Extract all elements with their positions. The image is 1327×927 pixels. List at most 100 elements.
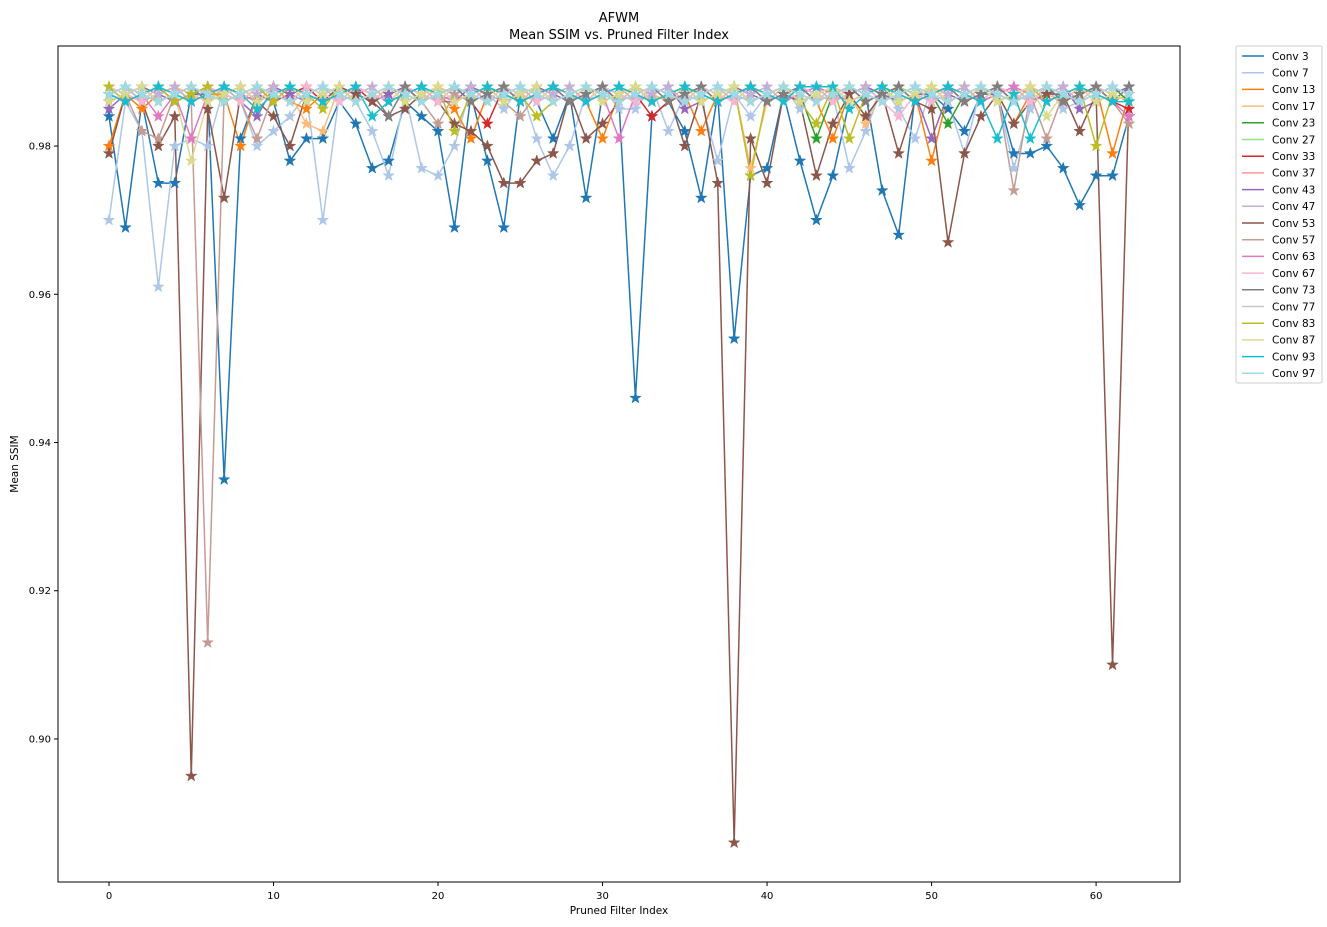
y-axis: 0.90 0.92 0.94 0.96 0.98 (29, 142, 58, 745)
series-point (678, 124, 692, 137)
series-point (398, 94, 412, 108)
x-tick-label: 30 (596, 891, 609, 902)
series-point (234, 139, 248, 152)
series-point (809, 131, 823, 145)
series-point (809, 213, 823, 226)
series-point (727, 331, 741, 345)
series-point (448, 124, 461, 137)
series-point (859, 87, 873, 100)
y-tick-label: 0.94 (29, 438, 51, 449)
series-point (809, 168, 823, 182)
series-point (365, 124, 379, 137)
series-point (1040, 94, 1054, 108)
series-point (530, 154, 544, 167)
series-point (415, 109, 429, 122)
series-point (711, 154, 725, 167)
series-point (859, 94, 873, 108)
series-point (398, 102, 412, 115)
series-point (826, 131, 840, 145)
series-point (842, 131, 856, 145)
series-point (1089, 168, 1103, 182)
series-point (727, 835, 741, 849)
series-point (448, 139, 461, 152)
series-point (316, 94, 330, 108)
series-point (184, 131, 198, 145)
series-point (744, 131, 758, 145)
series-point (793, 87, 807, 100)
series-point (1089, 94, 1103, 108)
legend-label: Conv 37 (1272, 168, 1315, 180)
series-point (217, 472, 231, 486)
series-point (892, 146, 906, 159)
series-point (497, 176, 511, 189)
series-point (119, 220, 132, 234)
series-point (1007, 146, 1021, 159)
legend-label: Conv 33 (1272, 151, 1315, 163)
series-point (859, 124, 873, 137)
series-point (958, 94, 971, 108)
series-point (332, 87, 346, 100)
legend-label: Conv 87 (1272, 335, 1315, 347)
series-point (448, 79, 461, 93)
series-point (299, 87, 313, 100)
series-point (826, 87, 840, 100)
series-point (415, 79, 429, 93)
series-point (908, 94, 922, 108)
series-point (316, 102, 330, 115)
series-point (480, 79, 494, 93)
series-point (349, 117, 363, 130)
series-point (135, 87, 149, 100)
series-point (267, 109, 280, 122)
series-point (629, 102, 642, 115)
series-point (1056, 87, 1070, 100)
series-point (826, 117, 840, 130)
series-point (925, 102, 939, 115)
series-point (299, 131, 313, 145)
series-point (250, 131, 264, 145)
series-point (941, 235, 955, 248)
series-point (875, 79, 889, 93)
series-point (250, 102, 264, 115)
series-point (234, 87, 248, 100)
series-point (464, 124, 478, 137)
series-point (530, 87, 544, 100)
series-point (842, 79, 856, 93)
series-point (1023, 87, 1037, 100)
series-point (842, 161, 856, 174)
series-point (579, 94, 593, 108)
series-point (299, 102, 313, 115)
series-point (349, 94, 363, 108)
series-line-conv-53 (108, 86, 1130, 844)
series-point (1073, 80, 1087, 93)
legend-label: Conv 97 (1272, 368, 1315, 380)
series-point (201, 139, 215, 152)
series-point (546, 146, 560, 159)
series-point (151, 280, 165, 293)
series-point (316, 213, 330, 226)
series-point (760, 94, 774, 108)
legend-label: Conv 43 (1272, 184, 1315, 196)
series-point (974, 80, 988, 93)
series-point (382, 109, 396, 122)
series-point (826, 168, 840, 182)
series-point (135, 124, 149, 137)
series-point (744, 109, 758, 122)
series-point (365, 94, 379, 108)
series-point (596, 94, 609, 108)
series-point (563, 139, 577, 152)
plot-lines (108, 86, 1130, 844)
series-point (365, 161, 379, 174)
series-point (332, 94, 346, 108)
series-point (744, 94, 758, 108)
series-point (744, 168, 758, 182)
series-point (777, 94, 790, 108)
series-line-conv-3 (108, 93, 1130, 481)
series-point (513, 176, 527, 189)
legend-label: Conv 13 (1272, 84, 1315, 96)
series-point (1023, 94, 1037, 108)
series-point (168, 139, 182, 152)
series-point (546, 168, 560, 182)
series-point (678, 139, 692, 152)
series-point (958, 124, 971, 137)
